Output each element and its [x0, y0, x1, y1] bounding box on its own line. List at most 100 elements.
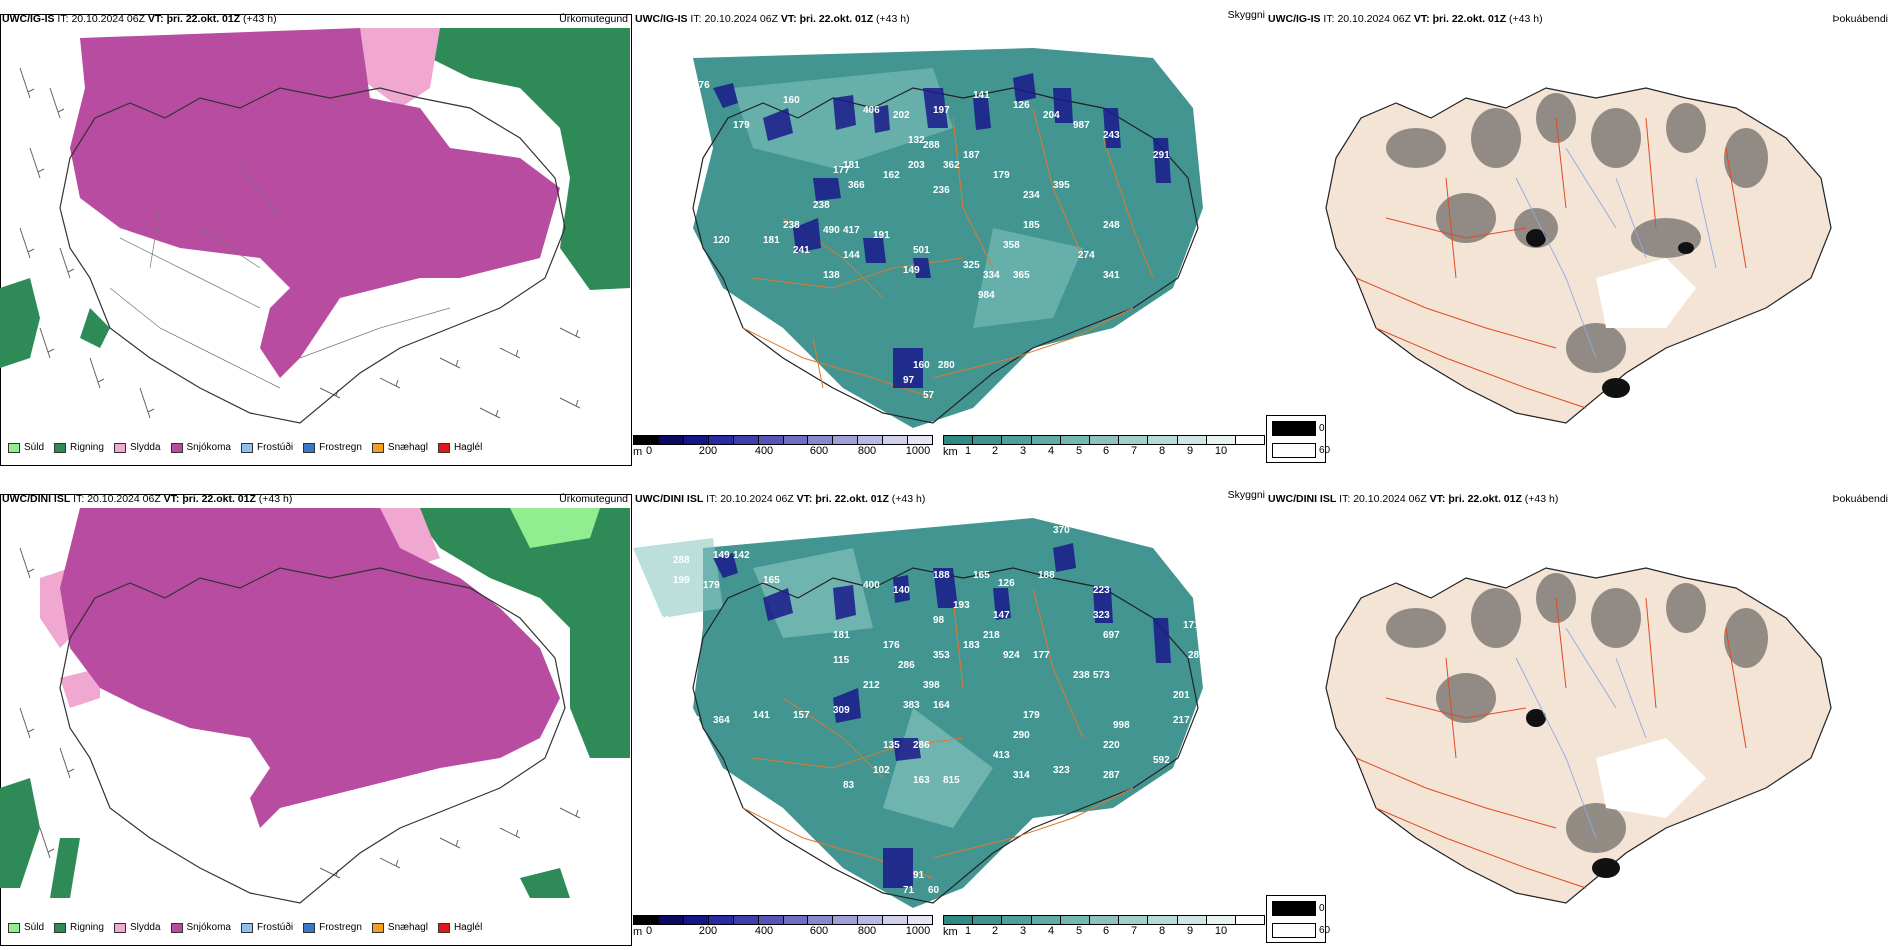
station-height-label: 160 [783, 95, 800, 106]
it-value: 20.10.2024 06Z [704, 13, 778, 25]
station-height-label: 238 [1073, 670, 1090, 681]
drizzle-area [510, 508, 600, 548]
station-height-label: 998 [1113, 720, 1130, 731]
visibility-colorbar: km 1 2 3 4 5 6 7 8 9 10 [943, 915, 1265, 938]
fog-legend-label-0: 0 [1319, 423, 1325, 434]
lead-time: (+43 h) [1509, 13, 1543, 25]
station-height-label: 217 [1173, 715, 1190, 726]
visibility-tick: 4 [1047, 925, 1055, 937]
vt-label: VT: [163, 493, 180, 505]
station-height-label: 176 [883, 640, 900, 651]
station-height-label: 157 [793, 710, 810, 721]
station-height-label: 291 [1153, 150, 1170, 161]
legend-item-freezing-drizzle: Frostúði [240, 442, 293, 453]
station-height-label: 309 [833, 705, 850, 716]
fog-legend-label-60: 60 [1319, 925, 1331, 936]
station-height-label: 212 [863, 680, 880, 691]
legend-item-freezing-rain: Frostregn [303, 922, 362, 933]
freezing-rain-swatch [303, 442, 316, 453]
legend-item-hail: Haglél [437, 922, 482, 933]
row-2: UWC/DINI ISL IT: 20.10.2024 06Z VT: þri.… [0, 489, 1900, 950]
it-label: IT: [1339, 493, 1351, 505]
station-height-label: 170 [1008, 35, 1025, 46]
station-height-label: 288 [673, 555, 690, 566]
height-tick: 1000 [905, 445, 931, 457]
station-height-label: 234 [1023, 190, 1040, 201]
model-name: UWC/DINI ISL [1268, 493, 1337, 505]
visibility-tick: 1 [964, 925, 972, 937]
station-height-label: 185 [1023, 220, 1040, 231]
station-height-label: 60 [928, 885, 940, 896]
visibility-map[interactable]: 170 176 160 179 162 406 202 197 141 126 204 987 243 2… [633, 28, 1263, 428]
precip-map[interactable] [0, 28, 630, 428]
station-height-label: 398 [923, 680, 940, 691]
height-tick: 400 [754, 925, 774, 937]
station-height-label: 193 [953, 600, 970, 611]
station-height-label: 203 [908, 160, 925, 171]
station-height-label: 366 [848, 180, 865, 191]
station-height-label: 160 [913, 360, 930, 371]
station-height-label: 91 [913, 870, 925, 881]
red-roads [1355, 117, 1747, 409]
station-height-label: 142 [733, 550, 750, 561]
station-height-label: 179 [703, 580, 720, 591]
visibility-tick: 6 [1102, 925, 1110, 937]
height-colorbar: m 0 200 400 600 800 1000 [633, 435, 933, 458]
it-label: IT: [1323, 13, 1335, 25]
station-height-label: 362 [943, 160, 960, 171]
visibility-tick: 7 [1130, 445, 1138, 457]
visibility-colorbar: km 1 2 3 4 5 6 7 8 9 10 [943, 435, 1265, 458]
station-height-label: 323 [1053, 765, 1070, 776]
station-height-label: 987 [1073, 120, 1090, 131]
station-height-label: 83 [843, 780, 855, 791]
station-height-label: 149 [713, 550, 730, 561]
vt-label: VT: [780, 13, 797, 25]
legend-item-snow: Snjókoma [170, 442, 231, 453]
station-height-label: 181 [763, 235, 780, 246]
station-height-label: 138 [823, 270, 840, 281]
station-height-label: 592 [1153, 755, 1170, 766]
iceland-land [1325, 87, 1832, 424]
vt-label: VT: [1413, 13, 1430, 25]
legend-item-rain: Rigning [54, 442, 104, 453]
vt-value: þri. 22.okt. 01Z [1448, 493, 1522, 505]
visibility-tick: 8 [1158, 445, 1166, 457]
station-height-label: 98 [933, 615, 945, 626]
station-height-label: 334 [983, 270, 1000, 281]
fog-map[interactable] [1266, 508, 1896, 908]
height-unit: m [633, 926, 643, 938]
it-label: IT: [57, 13, 69, 25]
legend-item-hail: Haglél [437, 442, 482, 453]
station-height-label: 501 [913, 245, 930, 256]
station-height-label: 147 [993, 610, 1010, 621]
station-height-label: 223 [1093, 585, 1110, 596]
height-colorbar-bar [633, 435, 933, 445]
station-height-label: 199 [673, 575, 690, 586]
visibility-tick: 7 [1130, 925, 1138, 937]
station-height-label: 236 [933, 185, 950, 196]
visibility-unit: km [943, 926, 958, 938]
map-frame [0, 14, 632, 466]
station-height-label: 162 [1003, 35, 1020, 46]
fog-map[interactable] [1266, 28, 1896, 428]
station-height-label: 365 [1013, 270, 1030, 281]
fog-legend-swatch-0 [1272, 421, 1316, 436]
panel-header: UWC/DINI ISL IT: 20.10.2024 06Z VT: þri.… [635, 490, 925, 508]
station-height-label: 241 [793, 245, 810, 256]
station-height-label: 341 [1103, 270, 1120, 281]
height-tick: 400 [754, 445, 774, 457]
visibility-tick: 9 [1186, 445, 1194, 457]
precip-map[interactable] [0, 508, 630, 908]
height-tick: 0 [645, 445, 653, 457]
model-name: UWC/IG-IS [2, 13, 55, 25]
iceland-outline [692, 567, 1199, 904]
fog-legend: 0 60 [1266, 415, 1330, 463]
station-height-label: 400 [863, 580, 880, 591]
station-height-label: 142 [683, 715, 700, 726]
vt-value: þri. 22.okt. 01Z [166, 13, 241, 25]
freezing-drizzle-swatch [240, 442, 253, 453]
snow-area [60, 508, 560, 828]
vt-value: þri. 22.okt. 01Z [182, 493, 256, 505]
lead-time: (+43 h) [243, 13, 277, 25]
